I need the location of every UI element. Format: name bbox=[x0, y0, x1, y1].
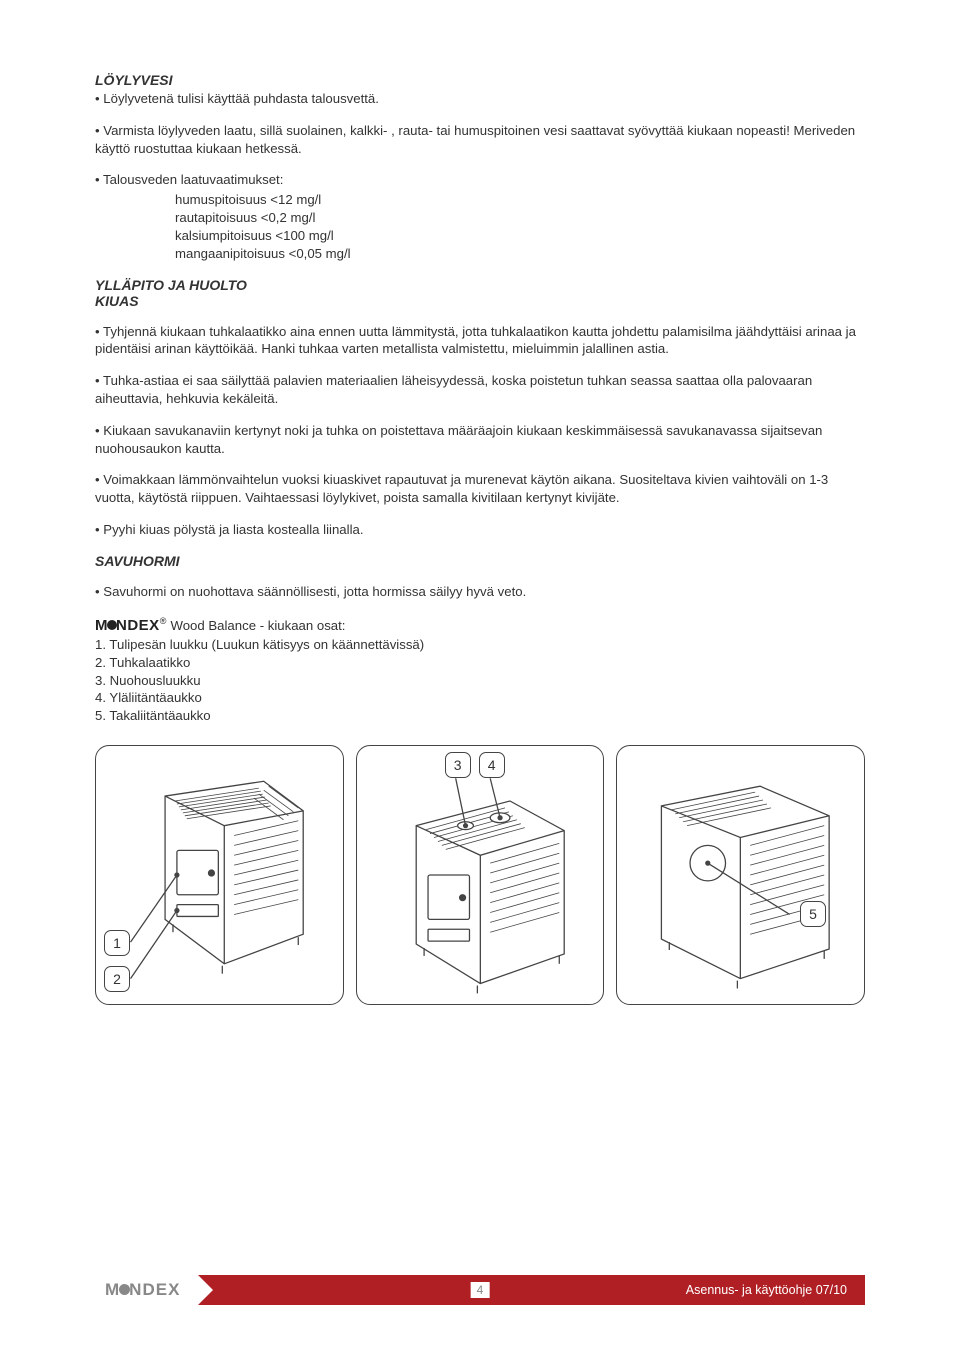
diagram-row: 1 2 3 4 bbox=[95, 745, 865, 1005]
diagram-panel-front: 1 2 bbox=[95, 745, 344, 1005]
heater-top-svg bbox=[357, 746, 604, 1004]
mondex-logo-footer: MNDEX bbox=[105, 1280, 180, 1300]
bullet-2-3: • Kiukaan savukanaviin kertynyt noki ja … bbox=[95, 422, 865, 458]
part-3: 3. Nuohousluukku bbox=[95, 673, 201, 688]
bullet-2-5: • Pyyhi kiuas pölystä ja liasta kosteall… bbox=[95, 521, 865, 539]
diagram-panel-top: 3 4 bbox=[356, 745, 605, 1005]
spec-humus: humuspitoisuus <12 mg/l bbox=[175, 191, 865, 209]
callout-1: 1 bbox=[104, 930, 130, 956]
section-title-kiuas: KIUAS bbox=[95, 293, 865, 309]
mondex-logo-inline: MNDEX® bbox=[95, 617, 167, 634]
callout-2: 2 bbox=[104, 966, 130, 992]
bullet-1-2: • Varmista löylyveden laatu, sillä suola… bbox=[95, 122, 865, 158]
bullet-2-4: • Voimakkaan lämmönvaihtelun vuoksi kiua… bbox=[95, 471, 865, 507]
bullet-1-1: • Löylyvetenä tulisi käyttää puhdasta ta… bbox=[95, 90, 865, 108]
part-2: 2. Tuhkalaatikko bbox=[95, 655, 190, 670]
section-title-loylyvesi: LÖYLYVESI bbox=[95, 72, 865, 88]
section-title-yllapito: YLLÄPITO JA HUOLTO bbox=[95, 277, 865, 293]
part-1: 1. Tulipesän luukku (Luukun kätisyys on … bbox=[95, 637, 424, 652]
parts-list: MNDEX® Wood Balance - kiukaan osat: 1. T… bbox=[95, 615, 865, 725]
spec-manganese: mangaanipitoisuus <0,05 mg/l bbox=[175, 245, 865, 263]
heater-front-svg bbox=[96, 746, 343, 1004]
spec-iron: rautapitoisuus <0,2 mg/l bbox=[175, 209, 865, 227]
bullet-2-1: • Tyhjennä kiukaan tuhkalaatikko aina en… bbox=[95, 323, 865, 359]
heater-back-svg bbox=[617, 746, 864, 1004]
footer-logo-box: MNDEX bbox=[95, 1275, 198, 1305]
spec-calcium: kalsiumpitoisuus <100 mg/l bbox=[175, 227, 865, 245]
parts-intro: Wood Balance - kiukaan osat: bbox=[167, 618, 346, 633]
bullet-1-3-title: • Talousveden laatuvaatimukset: bbox=[95, 171, 865, 189]
section-title-savuhormi: SAVUHORMI bbox=[95, 553, 865, 569]
part-4: 4. Yläliitäntäaukko bbox=[95, 690, 202, 705]
footer-doc-title: Asennus- ja käyttöohje 07/10 bbox=[686, 1283, 865, 1297]
bullet-2-2: • Tuhka-astiaa ei saa säilyttää palavien… bbox=[95, 372, 865, 408]
bullet-3-1: • Savuhormi on nuohottava säännöllisesti… bbox=[95, 583, 865, 601]
water-spec-list: humuspitoisuus <12 mg/l rautapitoisuus <… bbox=[95, 191, 865, 262]
page-footer: MNDEX 4 Asennus- ja käyttöohje 07/10 bbox=[95, 1275, 865, 1305]
diagram-panel-back: 5 bbox=[616, 745, 865, 1005]
callout-5: 5 bbox=[800, 901, 826, 927]
part-5: 5. Takaliitäntäaukko bbox=[95, 708, 211, 723]
page-number: 4 bbox=[471, 1282, 490, 1298]
